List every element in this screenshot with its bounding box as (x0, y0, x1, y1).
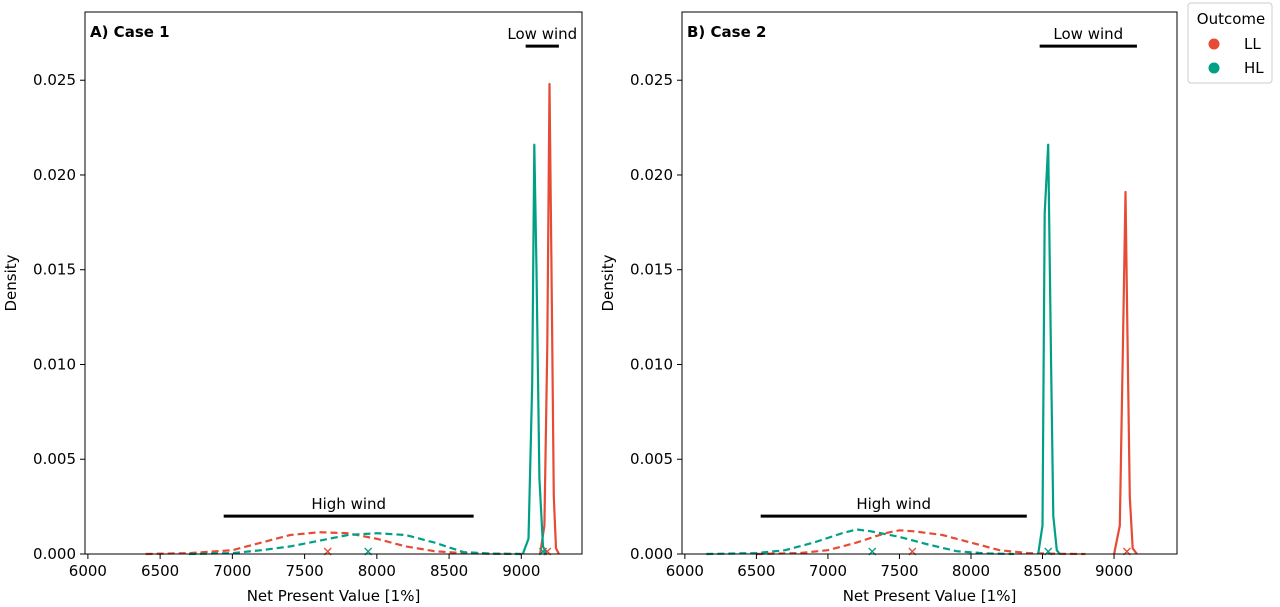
y-tick-label: 0.015 (33, 261, 76, 279)
y-axis-label: Density (599, 254, 617, 311)
panel-case-1: Low wind High wind 6000 6500 7000 7500 8000 850… (2, 11, 583, 605)
range-label-low-wind: Low wind (1053, 25, 1123, 43)
legend-marker-hl (1208, 62, 1220, 74)
range-label-high-wind: High wind (856, 495, 931, 513)
y-tick-label: 0.020 (630, 166, 673, 184)
y-tick-label: 0.010 (630, 355, 673, 373)
y-axis-label: Density (2, 254, 20, 311)
y-tick-label: 0.000 (33, 545, 76, 563)
x-tick-label: 8500 (430, 562, 468, 580)
legend-label-hl: HL (1244, 59, 1264, 77)
x-tick-label: 6000 (666, 562, 704, 580)
legend-label-ll: LL (1244, 35, 1261, 53)
y-tick-label: 0.005 (630, 450, 673, 468)
legend-marker-ll (1208, 38, 1220, 50)
series-line-hl-3 (1037, 143, 1061, 555)
range-label-low-wind: Low wind (507, 25, 577, 43)
panel-case-2: Low wind High wind 6000 6500 7000 7500 8000 850… (599, 11, 1178, 605)
y-tick-label: 0.005 (33, 450, 76, 468)
series-line-hl-1 (706, 528, 1014, 556)
x-tick-label: 6000 (69, 562, 107, 580)
series-line-ll-0 (145, 531, 522, 556)
plot-frame (84, 11, 583, 555)
x-tick-label: 8500 (1023, 562, 1061, 580)
legend-frame (1187, 2, 1273, 84)
x-tick-label: 9000 (1095, 562, 1133, 580)
y-tick-label: 0.010 (33, 355, 76, 373)
x-tick-label: 7500 (880, 562, 918, 580)
series-line-ll-2 (1113, 190, 1138, 555)
x-tick-label: 7000 (213, 562, 251, 580)
panel-label: A) Case 1 (90, 23, 170, 41)
x-tick-label: 7000 (809, 562, 847, 580)
y-tick-label: 0.020 (33, 166, 76, 184)
x-tick-label: 8000 (358, 562, 396, 580)
x-tick-label: 8000 (952, 562, 990, 580)
x-axis-label: Net Present Value [1%] (247, 587, 421, 605)
series-line-hl-1 (188, 532, 522, 556)
series-line-hl-3 (521, 143, 548, 555)
y-tick-label: 0.025 (630, 71, 673, 89)
y-tick-label: 0.025 (33, 71, 76, 89)
y-tick-label: 0.000 (630, 545, 673, 563)
x-tick-label: 9000 (502, 562, 540, 580)
x-tick-label: 6500 (141, 562, 179, 580)
range-label-high-wind: High wind (311, 495, 386, 513)
x-tick-label: 7500 (286, 562, 324, 580)
legend-title: Outcome (1197, 10, 1265, 28)
series-line-ll-2 (539, 82, 560, 555)
y-tick-label: 0.015 (630, 261, 673, 279)
x-tick-label: 6500 (737, 562, 775, 580)
plot-frame (681, 11, 1178, 555)
series-line-ll-0 (756, 529, 1086, 556)
panel-label: B) Case 2 (687, 23, 766, 41)
x-axis-label: Net Present Value [1%] (843, 587, 1017, 605)
legend: Outcome LL HL (1187, 2, 1273, 84)
